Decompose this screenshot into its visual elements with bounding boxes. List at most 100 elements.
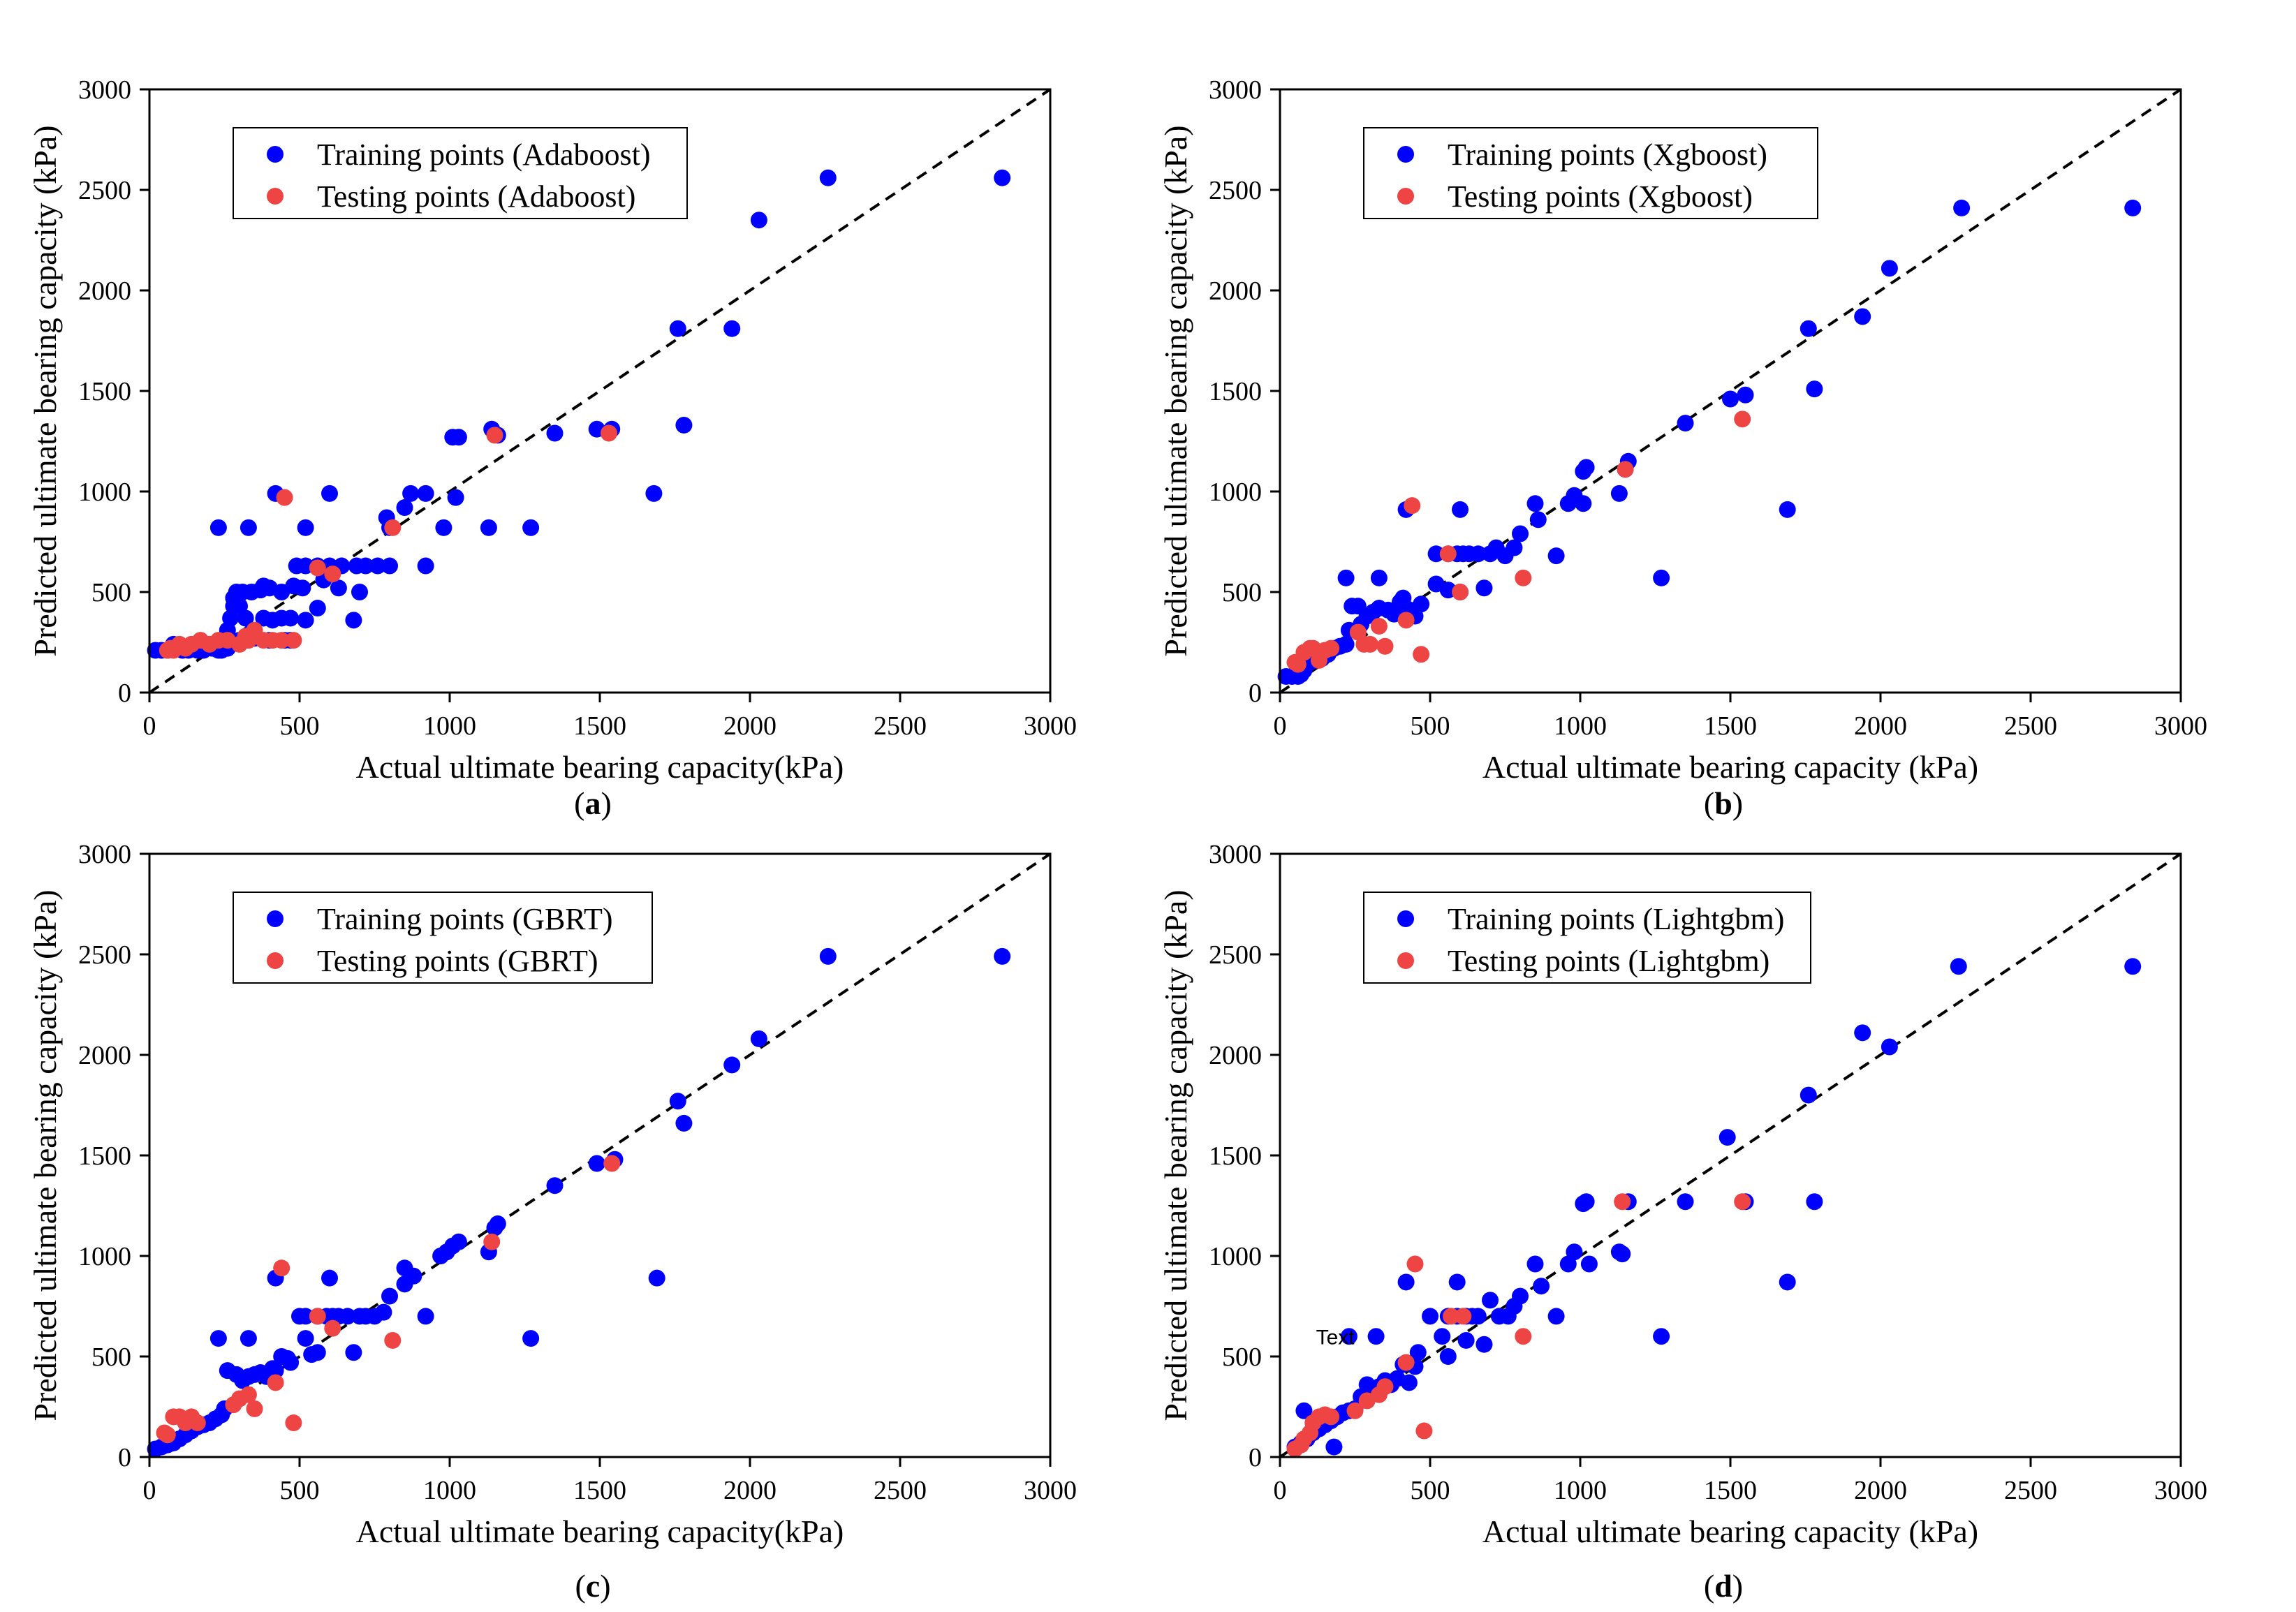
data-point [1482,1292,1499,1309]
data-point [285,632,302,649]
testing-series [156,1155,621,1444]
data-point [396,1259,413,1277]
data-point [1677,415,1694,432]
data-point [1448,1273,1466,1291]
data-point [1719,1129,1736,1146]
data-point [273,1348,290,1365]
legend: Training points (Adaboost) Testing points… [233,127,688,219]
y-tick-label: 3000 [1209,75,1262,105]
x-axis-title: Actual ultimate bearing capacity (kPa) [1482,1514,1978,1549]
data-point [1370,569,1388,586]
data-point [600,424,617,442]
legend-entry: Training points (Xgboost) [1448,138,1767,172]
legend: Training points (Lightgbm) Testing points… [1363,892,1811,984]
x-tick-label: 0 [1274,1476,1287,1505]
data-point [1610,485,1628,502]
data-point [309,600,326,617]
data-point [255,609,272,627]
y-tick-label: 500 [1222,1343,1262,1372]
data-point [1337,569,1355,586]
data-point [1854,1024,1871,1042]
data-point [240,519,257,536]
data-point [645,485,663,502]
y-tick-label: 2000 [1209,276,1262,306]
data-point [819,947,837,965]
data-point [345,1344,362,1361]
y-tick-label: 2500 [78,176,131,205]
data-point [1653,569,1670,586]
data-point [309,559,326,577]
chart-panel-d: 0 500 1000 1500 2000 2500 3000 0 500 1000 1500 2000… [1158,840,2207,1604]
data-point [384,519,402,536]
data-point [291,1308,308,1325]
x-tick-label: 2000 [723,1476,777,1505]
data-point [447,489,464,506]
y-tick-label: 2500 [1209,940,1262,970]
data-point [1422,1308,1438,1325]
data-point [588,1155,605,1172]
y-tick-label: 1000 [1209,1242,1262,1271]
data-point [246,1400,263,1417]
data-point [1415,1422,1433,1440]
data-point [1779,1273,1796,1291]
data-point [819,169,837,186]
y-tick-label: 1500 [78,1141,131,1171]
data-point [348,557,365,575]
data-point [1358,1392,1376,1410]
data-point [237,628,254,645]
x-tick-label: 1500 [1704,1476,1757,1505]
y-tick-label: 0 [118,679,131,708]
data-point [417,1308,434,1325]
y-tick-label: 1000 [78,1242,131,1271]
data-point [402,485,420,502]
data-point [1277,667,1295,685]
data-point [1427,545,1445,563]
data-point [723,320,741,337]
data-point [546,1177,564,1195]
y-tick-label: 0 [1249,1443,1262,1472]
x-tick-label: 0 [1274,711,1287,741]
x-tick-label: 1000 [1554,711,1607,741]
data-point [1800,1086,1817,1104]
data-point [1577,1193,1595,1211]
data-point [1367,1328,1385,1345]
x-tick-label: 2500 [2004,1476,2057,1505]
data-point [396,499,413,517]
data-point [381,1287,398,1305]
x-tick-label: 0 [143,711,156,741]
data-point [669,1093,686,1110]
data-point [1677,1193,1694,1211]
data-point [1482,545,1499,563]
data-point [1950,958,1967,975]
data-point [1427,575,1445,593]
data-point [321,1269,338,1287]
data-point [603,1155,621,1172]
data-point [1376,637,1394,655]
x-tick-label: 0 [143,1476,156,1505]
data-point [1533,1278,1550,1295]
diagonal-line [1279,852,2182,1458]
data-point [1734,411,1751,428]
data-point [1547,1308,1565,1325]
y-tick-label: 0 [118,1443,131,1472]
data-point [417,485,434,502]
data-point [750,212,767,229]
y-tick-label: 500 [91,578,131,607]
data-point [1397,612,1415,629]
data-point [147,642,164,659]
data-point [480,519,497,536]
data-point [1614,1193,1631,1211]
data-point [1953,199,1971,216]
data-point [1653,1328,1670,1345]
y-axis-title: Predicted ultimate bearing capacity (kPa… [27,125,63,656]
y-axis-title: Predicted ultimate bearing capacity (kPa… [1158,125,1193,656]
data-point [324,565,341,583]
x-tick-label: 1000 [423,1476,476,1505]
data-point [1457,1331,1475,1349]
data-point [267,1374,284,1391]
y-tick-label: 500 [1222,578,1262,607]
data-point [1529,511,1547,528]
legend: Training points (Xgboost) Testing points … [1363,127,1818,219]
legend-entry: Testing points (Adaboost) [317,179,635,214]
